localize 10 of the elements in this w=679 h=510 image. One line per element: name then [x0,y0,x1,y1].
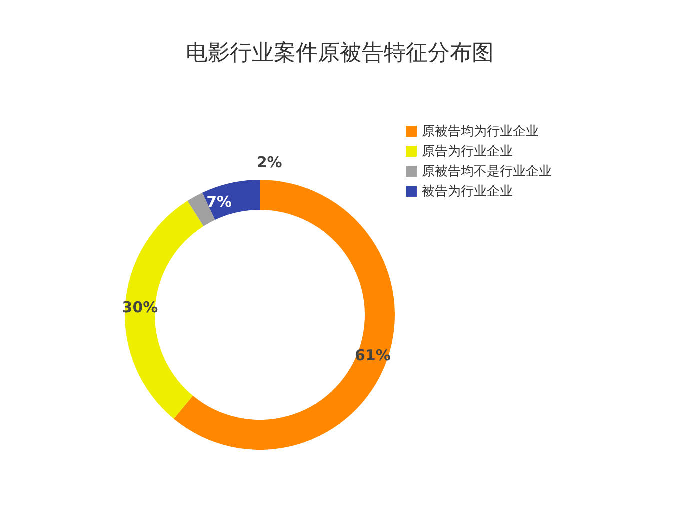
legend-label: 原被告均为行业企业 [422,124,539,140]
legend-label: 被告为行业企业 [422,184,513,200]
donut-slice [174,180,395,450]
data-label: 7% [206,193,232,212]
legend-label: 原告为行业企业 [422,144,513,160]
legend-label: 原被告均不是行业企业 [422,164,552,180]
donut-slice [125,201,204,420]
donut-slice [202,180,260,220]
data-label: 2% [256,153,282,172]
chart-title: 电影行业案件原被告特征分布图 [186,41,494,66]
